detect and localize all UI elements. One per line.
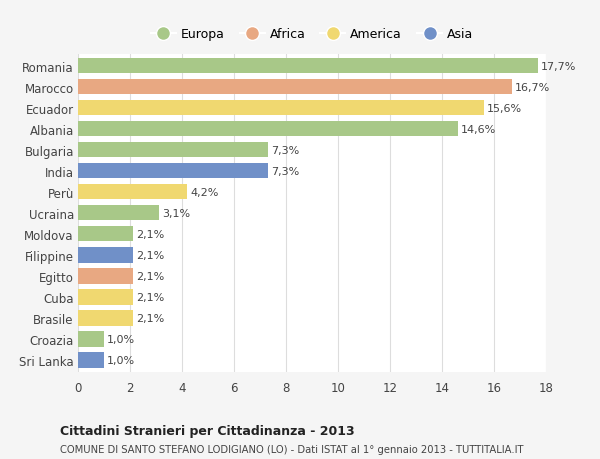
Bar xyxy=(78,164,268,179)
Bar xyxy=(78,290,133,305)
Text: Cittadini Stranieri per Cittadinanza - 2013: Cittadini Stranieri per Cittadinanza - 2… xyxy=(60,425,355,437)
Legend: Europa, Africa, America, Asia: Europa, Africa, America, Asia xyxy=(146,23,478,46)
Bar xyxy=(78,269,133,284)
Text: 7,3%: 7,3% xyxy=(271,167,299,176)
Text: 3,1%: 3,1% xyxy=(162,208,190,218)
Text: 16,7%: 16,7% xyxy=(515,83,551,93)
Text: 7,3%: 7,3% xyxy=(271,146,299,156)
Bar xyxy=(78,206,158,221)
Text: 4,2%: 4,2% xyxy=(190,187,218,197)
Bar xyxy=(78,332,104,347)
Text: 14,6%: 14,6% xyxy=(461,124,496,134)
Bar xyxy=(78,80,512,95)
Text: 17,7%: 17,7% xyxy=(541,62,577,72)
Bar xyxy=(78,311,133,326)
Bar xyxy=(78,227,133,242)
Text: 1,0%: 1,0% xyxy=(107,334,135,344)
Text: 15,6%: 15,6% xyxy=(487,104,522,113)
Bar xyxy=(78,185,187,200)
Bar xyxy=(78,248,133,263)
Text: 2,1%: 2,1% xyxy=(136,271,164,281)
Bar xyxy=(78,143,268,158)
Text: 2,1%: 2,1% xyxy=(136,313,164,323)
Text: 2,1%: 2,1% xyxy=(136,292,164,302)
Bar xyxy=(78,59,538,74)
Bar xyxy=(78,122,458,137)
Text: 2,1%: 2,1% xyxy=(136,230,164,240)
Bar xyxy=(78,101,484,116)
Text: COMUNE DI SANTO STEFANO LODIGIANO (LO) - Dati ISTAT al 1° gennaio 2013 - TUTTITA: COMUNE DI SANTO STEFANO LODIGIANO (LO) -… xyxy=(60,444,523,454)
Text: 1,0%: 1,0% xyxy=(107,355,135,365)
Bar xyxy=(78,353,104,368)
Text: 2,1%: 2,1% xyxy=(136,251,164,260)
